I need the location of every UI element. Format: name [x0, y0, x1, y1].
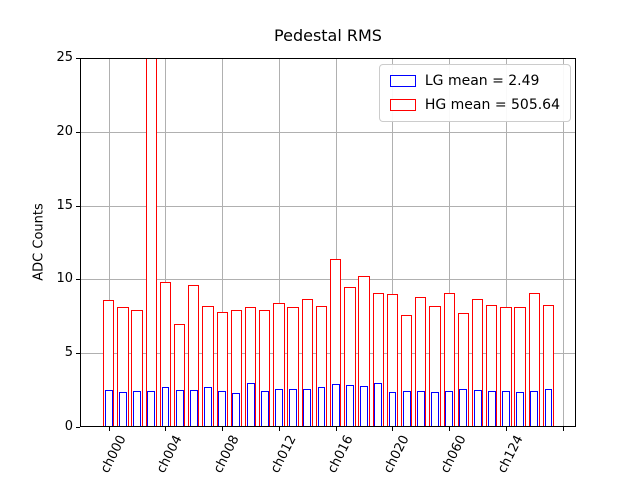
x-tick-mark [562, 427, 564, 431]
lg-legend-swatch-icon [389, 75, 416, 87]
lg-bar [445, 390, 454, 427]
gridline-h [80, 353, 576, 355]
lg-bar [431, 392, 439, 427]
gridline-h [80, 205, 576, 207]
lg-bar [246, 383, 255, 427]
legend: LG mean = 2.49 HG mean = 505.64 [378, 64, 571, 122]
y-tick-label: 20 [56, 123, 73, 139]
lg-bar [218, 390, 227, 427]
lg-bar [502, 390, 510, 427]
lg-bar [473, 390, 482, 427]
y-tick-mark [76, 131, 80, 133]
lg-bar [331, 384, 340, 427]
lg-bar [204, 387, 212, 427]
y-tick-label: 25 [56, 50, 73, 65]
y-tick-mark [76, 353, 80, 355]
y-tick-mark [76, 427, 80, 428]
lg-bar [374, 382, 383, 427]
gridline-v [335, 58, 337, 427]
lg-bar [317, 387, 326, 427]
y-tick-mark [76, 279, 80, 281]
legend-item-hg: HG mean = 505.64 [389, 97, 560, 113]
x-tick-mark [335, 427, 337, 431]
x-tick-label: ch124 [494, 433, 527, 476]
lg-bar [289, 389, 298, 427]
x-tick-label: ch004 [154, 433, 186, 476]
x-tick-label: ch012 [267, 433, 300, 476]
y-tick-mark [76, 205, 80, 207]
y-tick-label: 15 [56, 197, 73, 213]
legend-item-lg: LG mean = 2.49 [389, 73, 560, 89]
lg-bar [388, 391, 397, 427]
y-tick-label: 10 [56, 271, 73, 287]
gridline-v [562, 58, 564, 427]
lg-bar [175, 390, 184, 427]
x-tick-label: ch008 [210, 433, 243, 476]
x-tick-label: ch060 [437, 433, 470, 476]
x-tick-label: ch000 [97, 433, 130, 476]
gridline-v [108, 58, 110, 427]
x-tick-mark [392, 427, 394, 431]
lg-bar [260, 390, 269, 427]
x-tick-mark [108, 427, 110, 431]
lg-bar [232, 393, 241, 427]
hg-legend-swatch-icon [389, 99, 416, 111]
plot-area: LG mean = 2.49 HG mean = 505.64 [80, 58, 576, 427]
hg-bar [145, 58, 157, 427]
lg-legend-label: LG mean = 2.49 [424, 73, 540, 89]
lg-bar [303, 388, 312, 427]
y-tick-label: 5 [64, 345, 73, 361]
lg-bar [402, 390, 411, 427]
lg-bar [104, 390, 113, 427]
lg-bar [544, 389, 553, 427]
x-tick-mark [165, 427, 167, 431]
gridline-h [80, 131, 576, 133]
lg-bar [360, 385, 369, 427]
lg-bar [516, 392, 525, 427]
x-tick-mark [222, 427, 224, 431]
lg-bar [275, 388, 283, 427]
gridline-v [222, 58, 224, 427]
x-tick-label: ch020 [381, 433, 413, 476]
x-tick-label: ch016 [324, 433, 357, 476]
gridline-v [505, 58, 507, 427]
hg-legend-label: HG mean = 505.64 [424, 97, 560, 113]
y-tick-label: 0 [64, 419, 73, 434]
lg-bar [487, 390, 496, 427]
gridline-v [165, 58, 167, 427]
x-tick-mark [449, 427, 451, 431]
gridline-v [392, 58, 394, 427]
lg-bar [118, 391, 127, 427]
lg-bar [416, 390, 425, 427]
gridline-h [80, 279, 576, 281]
x-tick-mark [278, 427, 280, 431]
x-tick-mark [505, 427, 507, 431]
lg-bar [530, 390, 539, 427]
chart-title: Pedestal RMS [274, 26, 382, 45]
lg-bar [133, 390, 142, 427]
lg-bar [161, 387, 170, 427]
lg-bar [189, 390, 198, 427]
lg-bar [147, 390, 156, 427]
gridline-v [449, 58, 451, 427]
y-tick-mark [76, 58, 80, 59]
gridline-v [278, 58, 280, 427]
lg-bar [345, 384, 354, 427]
lg-bar [459, 389, 468, 427]
y-axis-label: ADC Counts [31, 203, 47, 281]
